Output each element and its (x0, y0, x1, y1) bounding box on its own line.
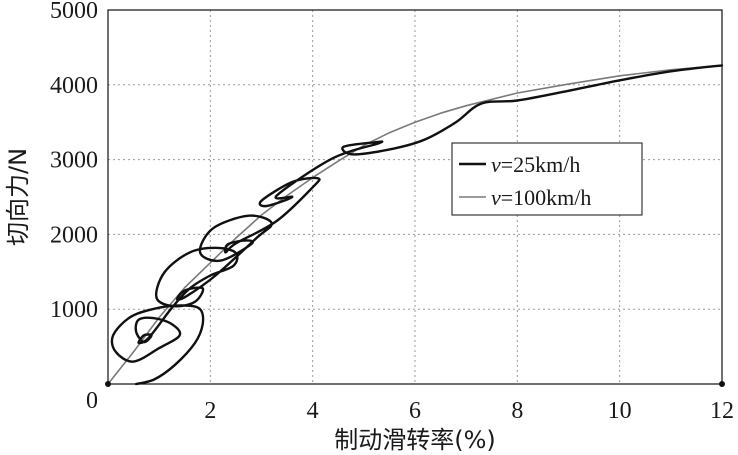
tick-labels: 0 2 4 6 8 10 12 1000 2000 3000 4000 5000 (50, 0, 734, 424)
legend-value-series-2: =100km/h (501, 185, 592, 210)
legend: v=25km/h v=100km/h (451, 142, 643, 216)
legend-label-series-2: v=100km/h (491, 185, 591, 210)
x-tick-label: 10 (608, 398, 632, 424)
y-tick-label: 1000 (50, 297, 98, 323)
x-tick-label: 4 (307, 398, 319, 424)
y-tick-label: 4000 (50, 73, 98, 99)
plot-frame (107, 9, 723, 385)
y-axis-title: 切向力/N (4, 148, 32, 246)
legend-value-series-1: =25km/h (501, 152, 581, 177)
x-tick-label: 2 (204, 398, 216, 424)
y-tick-label: 2000 (50, 222, 98, 248)
x-tick-label: 12 (710, 398, 734, 424)
legend-var-series-1: v (491, 152, 501, 177)
legend-label-series-1: v=25km/h (491, 152, 580, 177)
legend-box (451, 142, 643, 216)
y-tick-label: 5000 (50, 0, 98, 24)
x-tick-label: 8 (511, 398, 523, 424)
x-tick-label: 0 (86, 388, 98, 414)
x-axis-title: 制动滑转率(%) (334, 426, 496, 454)
x-tick-label: 6 (409, 398, 421, 424)
y-tick-label: 3000 (50, 148, 98, 174)
series-layer (105, 64, 725, 387)
series-line-25kmh (110, 64, 724, 386)
legend-var-series-2: v (491, 185, 501, 210)
